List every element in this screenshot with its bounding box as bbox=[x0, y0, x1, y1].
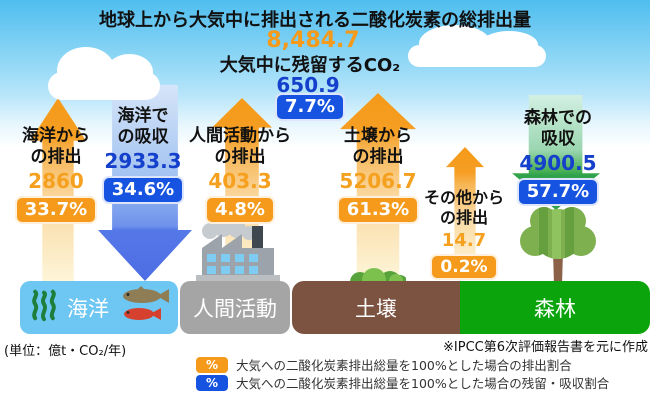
flow-human-emission: 人間活動から の排出 403.3 4.8% bbox=[178, 126, 302, 224]
flow-value: 5206.7 bbox=[339, 169, 417, 193]
zone-label: 人間活動 bbox=[193, 296, 277, 321]
source-note: ※IPCC第6次評価報告書を元に作成 bbox=[443, 340, 648, 355]
flow-label: その他から bbox=[423, 188, 504, 207]
factory-icon bbox=[196, 217, 280, 281]
flow-soil-emission: 土壌から の排出 5206.7 61.3% bbox=[316, 126, 440, 224]
flow-value: 2860 bbox=[28, 169, 84, 193]
flow-value: 4900.5 bbox=[519, 151, 597, 175]
flow-value: 2933.3 bbox=[104, 149, 182, 173]
flow-percent-badge: 4.8% bbox=[205, 196, 275, 224]
zone-band-ocean: 海洋 bbox=[20, 281, 178, 334]
zone-label: 森林 bbox=[534, 296, 576, 321]
zone-band-forest: 森林 bbox=[460, 281, 650, 334]
flow-forest-absorption: 森林での 吸収 4900.5 57.7% bbox=[498, 108, 618, 206]
flow-percent-badge: 0.2% bbox=[430, 254, 498, 280]
flow-label: 人間活動から bbox=[189, 126, 291, 146]
cloud-icon bbox=[408, 25, 546, 67]
flow-percent-badge: 61.3% bbox=[336, 196, 420, 224]
flow-other-emission: その他から の排出 14.7 0.2% bbox=[404, 188, 524, 280]
atmosphere-percent-row: 7.7% bbox=[0, 93, 620, 121]
flow-value: 14.7 bbox=[441, 230, 487, 251]
flow-ocean-emission: 海洋から の排出 2860 33.7% bbox=[0, 126, 112, 224]
atmosphere-remaining-label: 大気中に残留するCO₂ bbox=[219, 55, 401, 76]
flow-percent-badge: 33.7% bbox=[14, 196, 98, 224]
flow-label: 吸収 bbox=[541, 129, 575, 149]
legend-percent-badge-blue: % bbox=[196, 374, 228, 391]
legend-row-absorption: % 大気への二酸化炭素排出総量を100%とした場合の残留・吸収割合 bbox=[196, 373, 609, 392]
flow-label: 海洋から bbox=[22, 126, 90, 146]
flow-label: 土壌から bbox=[344, 126, 412, 146]
zone-band-human: 人間活動 bbox=[180, 281, 290, 334]
flow-percent-badge: 34.6% bbox=[101, 176, 185, 204]
zone-label: 土壌 bbox=[355, 296, 397, 321]
seaweed-icon bbox=[29, 288, 59, 327]
legend-row-emission: % 大気への二酸化炭素排出総量を100%とした場合の排出割合 bbox=[196, 355, 572, 374]
page-title: 地球上から大気中に排出される二酸化炭素の総排出量 bbox=[99, 10, 531, 31]
flow-label: の排出 bbox=[439, 208, 488, 227]
zone-label: 海洋 bbox=[67, 296, 109, 321]
unit-note: (単位：億t・CO₂/年) bbox=[4, 344, 127, 359]
flow-label: 海洋で bbox=[117, 106, 169, 126]
zone-band-soil: 土壌 bbox=[292, 281, 460, 334]
flow-label: の排出 bbox=[352, 147, 404, 167]
atmosphere-percent-badge: 7.7% bbox=[275, 93, 345, 121]
flow-label: の排出 bbox=[214, 147, 266, 167]
legend-text: 大気への二酸化炭素排出総量を100%とした場合の残留・吸収割合 bbox=[236, 376, 610, 391]
tree-icon bbox=[518, 207, 598, 285]
flow-label: 森林での bbox=[524, 108, 592, 128]
legend-percent-badge-orange: % bbox=[196, 356, 228, 373]
flow-label: の吸収 bbox=[117, 127, 169, 147]
grass-icon bbox=[350, 260, 408, 293]
flow-percent-badge: 57.7% bbox=[516, 178, 600, 206]
cloud-icon bbox=[48, 46, 160, 100]
flow-label: の排出 bbox=[30, 147, 82, 167]
flow-ocean-absorption: 海洋で の吸収 2933.3 34.6% bbox=[86, 106, 200, 204]
total-emissions-value: 8,484.7 bbox=[266, 28, 360, 53]
fish-icon bbox=[117, 286, 169, 329]
legend-text: 大気への二酸化炭素排出総量を100%とした場合の排出割合 bbox=[236, 358, 572, 373]
flow-value: 403.3 bbox=[208, 169, 272, 193]
